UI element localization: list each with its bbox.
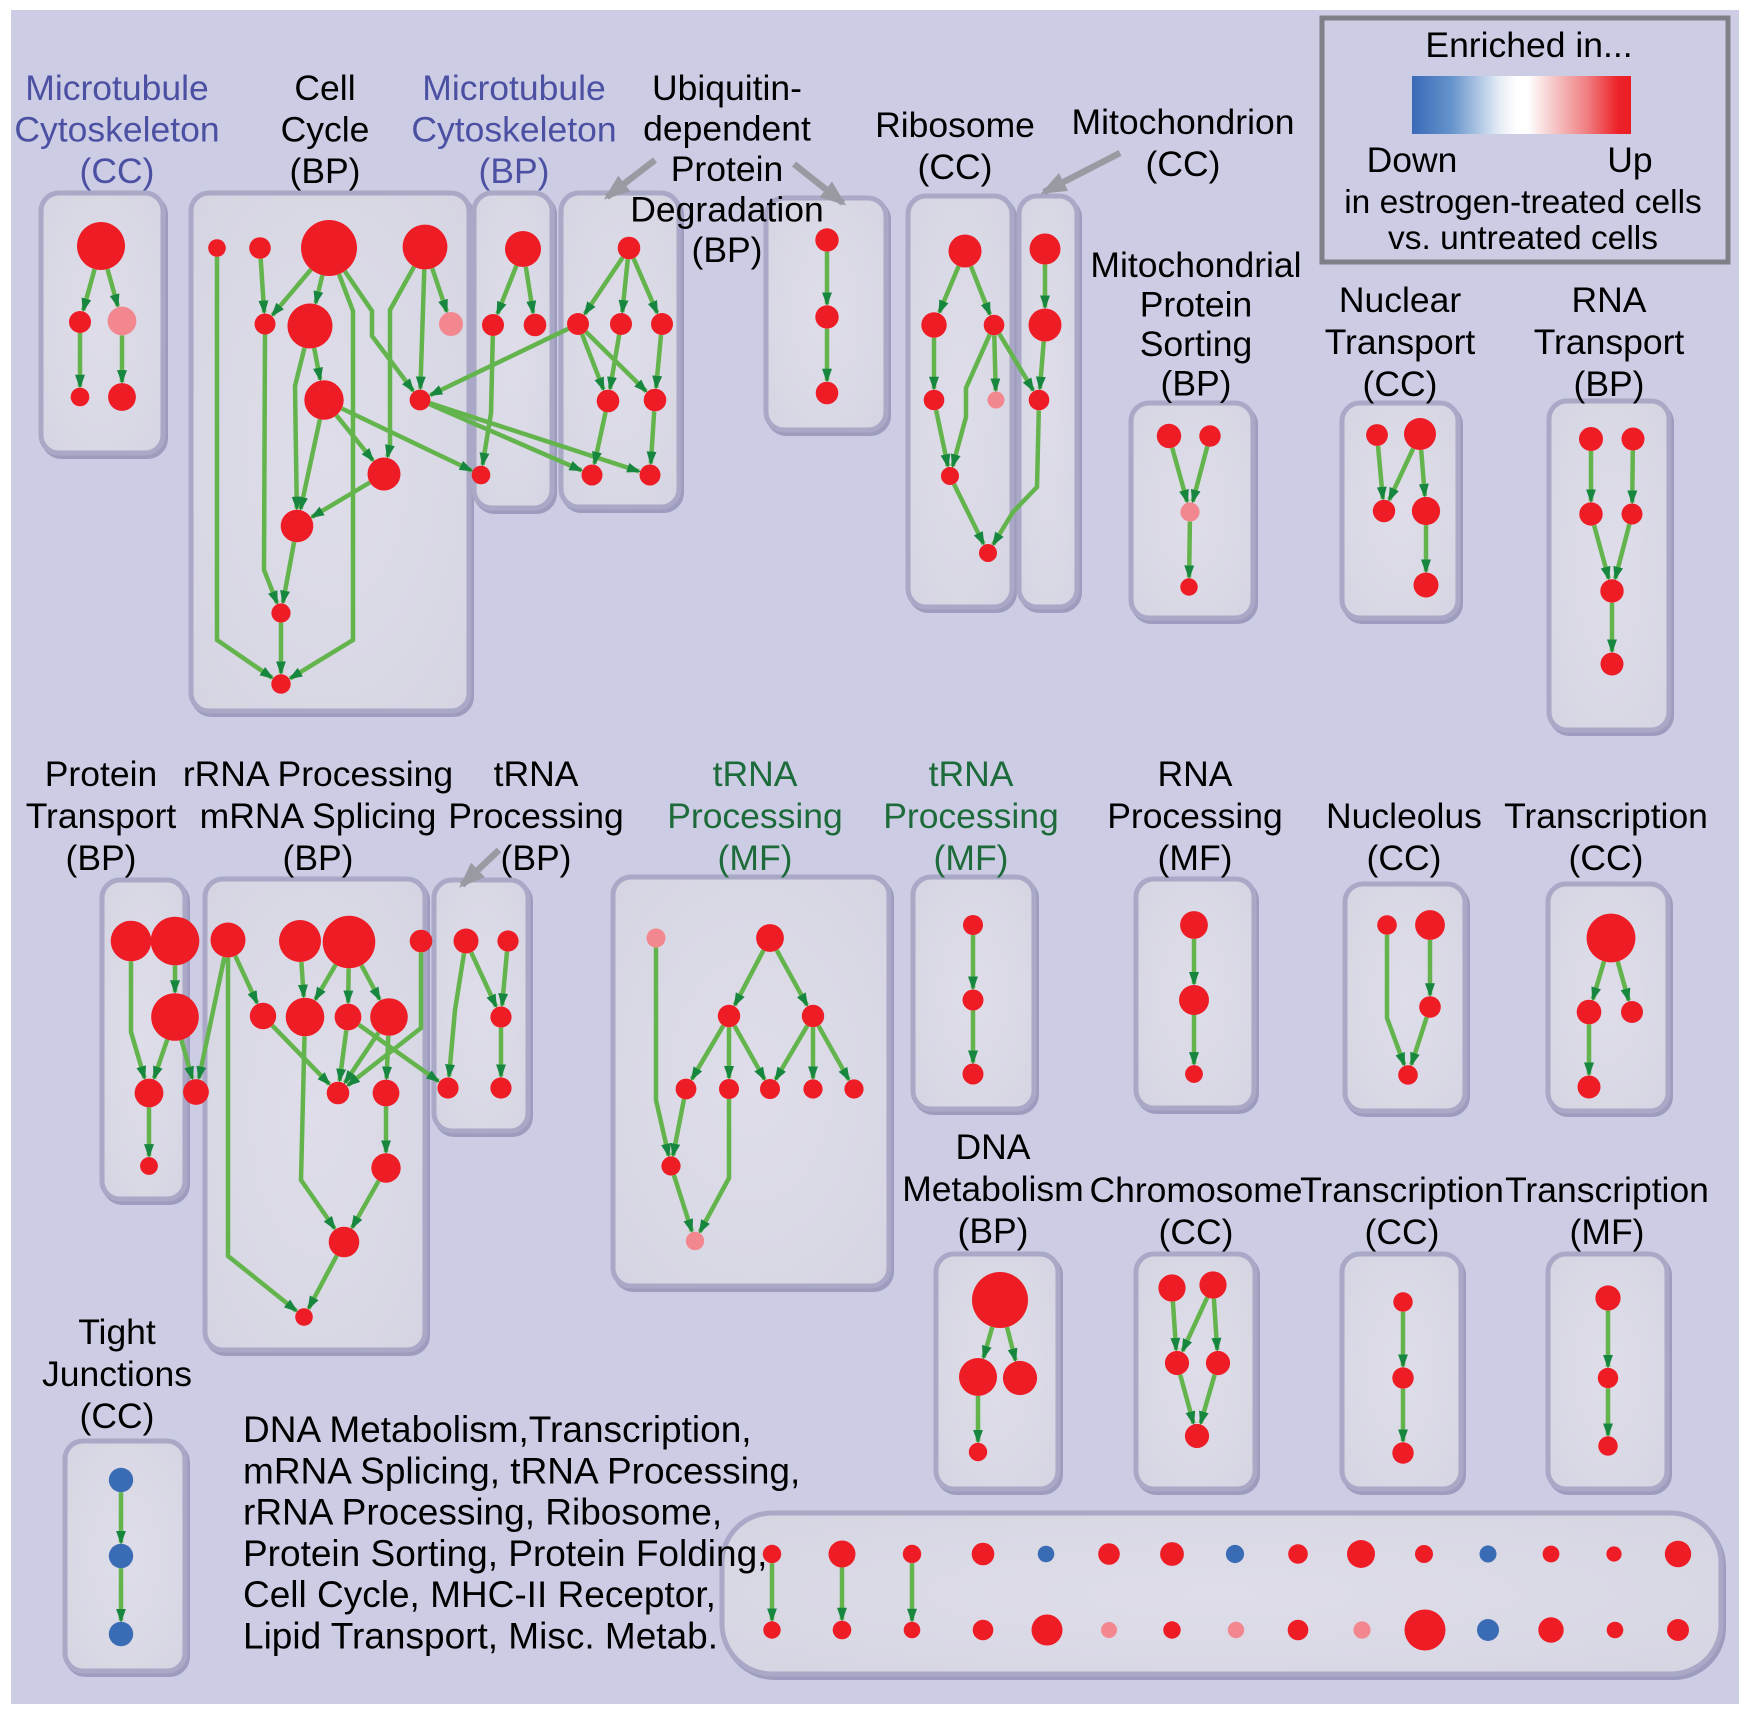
svg-text:Ubiquitin-: Ubiquitin- — [652, 68, 802, 108]
svg-text:Transport: Transport — [26, 796, 177, 836]
svg-text:Metabolism: Metabolism — [902, 1169, 1084, 1209]
svg-text:Nuclear: Nuclear — [1339, 280, 1462, 320]
svg-text:Microtubule: Microtubule — [25, 68, 209, 108]
svg-text:Protein: Protein — [671, 149, 783, 189]
svg-text:Transport: Transport — [1534, 322, 1685, 362]
svg-text:mRNA Splicing, tRNA Processing: mRNA Splicing, tRNA Processing, — [243, 1450, 800, 1491]
svg-text:DNA: DNA — [956, 1127, 1031, 1167]
svg-text:Chromosome: Chromosome — [1089, 1170, 1302, 1210]
svg-text:Junctions: Junctions — [42, 1354, 192, 1394]
svg-text:Protein Sorting, Protein Foldi: Protein Sorting, Protein Folding, — [243, 1533, 767, 1574]
svg-text:Protein: Protein — [45, 754, 157, 794]
svg-text:Nucleolus: Nucleolus — [1326, 796, 1482, 836]
svg-text:tRNA: tRNA — [929, 754, 1014, 794]
svg-text:(CC): (CC) — [80, 1396, 155, 1436]
svg-text:Cell Cycle, MHC-II Receptor,: Cell Cycle, MHC-II Receptor, — [243, 1574, 716, 1615]
svg-text:(MF): (MF) — [1570, 1212, 1645, 1252]
svg-text:(MF): (MF) — [718, 838, 793, 878]
svg-text:(BP): (BP) — [501, 838, 572, 878]
svg-text:Transcription: Transcription — [1300, 1170, 1504, 1210]
svg-text:(CC): (CC) — [1146, 144, 1221, 184]
svg-text:Processing: Processing — [883, 796, 1059, 836]
svg-text:(BP): (BP) — [479, 151, 550, 191]
svg-text:(BP): (BP) — [1161, 364, 1232, 404]
svg-text:Degradation: Degradation — [630, 190, 823, 230]
svg-text:(BP): (BP) — [1574, 364, 1645, 404]
svg-text:(CC): (CC) — [1159, 1212, 1234, 1252]
svg-text:(CC): (CC) — [918, 147, 993, 187]
svg-text:Sorting: Sorting — [1140, 324, 1252, 364]
svg-text:Transcription: Transcription — [1505, 1170, 1709, 1210]
svg-text:(CC): (CC) — [1569, 838, 1644, 878]
svg-text:(BP): (BP) — [66, 838, 137, 878]
svg-text:Processing: Processing — [448, 796, 624, 836]
svg-text:tRNA: tRNA — [494, 754, 579, 794]
svg-text:in estrogen-treated cells: in estrogen-treated cells — [1344, 184, 1702, 221]
svg-text:RNA: RNA — [1158, 754, 1233, 794]
svg-text:(CC): (CC) — [1365, 1212, 1440, 1252]
svg-text:(CC): (CC) — [1367, 838, 1442, 878]
svg-text:mRNA Splicing: mRNA Splicing — [200, 796, 437, 836]
svg-text:Processing: Processing — [667, 796, 843, 836]
svg-text:Protein: Protein — [1140, 285, 1252, 325]
svg-text:Down: Down — [1367, 140, 1458, 180]
svg-text:Transport: Transport — [1325, 322, 1476, 362]
svg-text:DNA Metabolism,Transcription,: DNA Metabolism,Transcription, — [243, 1409, 752, 1450]
svg-text:(CC): (CC) — [80, 151, 155, 191]
svg-text:Enriched in...: Enriched in... — [1425, 25, 1632, 65]
svg-text:(MF): (MF) — [1158, 838, 1233, 878]
svg-text:Up: Up — [1607, 140, 1652, 180]
svg-text:(BP): (BP) — [958, 1211, 1029, 1251]
svg-text:rRNA Processing, Ribosome,: rRNA Processing, Ribosome, — [243, 1492, 722, 1533]
svg-text:Mitochondrion: Mitochondrion — [1072, 102, 1295, 142]
svg-text:(BP): (BP) — [283, 838, 354, 878]
svg-text:(BP): (BP) — [692, 230, 763, 270]
svg-text:vs. untreated cells: vs. untreated cells — [1388, 220, 1658, 257]
svg-text:Mitochondrial: Mitochondrial — [1090, 245, 1301, 285]
svg-text:(MF): (MF) — [934, 838, 1009, 878]
svg-text:dependent: dependent — [643, 109, 811, 149]
svg-text:Cycle: Cycle — [281, 110, 370, 150]
svg-text:Cytoskeleton: Cytoskeleton — [411, 110, 616, 150]
svg-text:Microtubule: Microtubule — [422, 68, 606, 108]
svg-text:Cytoskeleton: Cytoskeleton — [14, 110, 219, 150]
svg-text:Ribosome: Ribosome — [875, 105, 1035, 145]
svg-text:Processing: Processing — [1107, 796, 1283, 836]
svg-text:Transcription: Transcription — [1504, 796, 1708, 836]
svg-text:tRNA: tRNA — [713, 754, 798, 794]
svg-text:Tight: Tight — [78, 1312, 156, 1352]
svg-text:Lipid Transport, Misc. Metab.: Lipid Transport, Misc. Metab. — [243, 1616, 718, 1657]
svg-text:rRNA Processing: rRNA Processing — [183, 754, 453, 794]
svg-text:(CC): (CC) — [1363, 364, 1438, 404]
svg-text:RNA: RNA — [1572, 280, 1647, 320]
svg-text:Cell: Cell — [294, 68, 355, 108]
svg-text:(BP): (BP) — [290, 151, 361, 191]
